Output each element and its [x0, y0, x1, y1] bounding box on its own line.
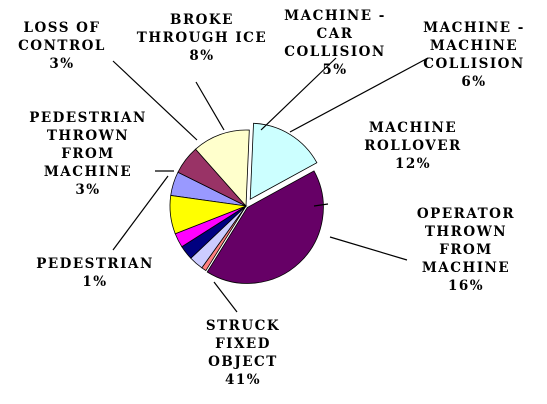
- slice-percent-9: 8%: [189, 48, 214, 64]
- slice-label-3-line-1: THROWN: [425, 224, 507, 240]
- pie-slice-2: [194, 129, 250, 208]
- leader-line-1: [289, 57, 429, 133]
- pie-slice-4: [206, 170, 324, 284]
- leader-line-4: [213, 281, 238, 313]
- leader-line-0: [260, 57, 337, 131]
- leader-line-9: [195, 81, 225, 131]
- slice-percent-4: 41%: [225, 372, 261, 388]
- slice-label-4-line-1: FIXED: [215, 336, 271, 352]
- slice-percent-6: 3%: [75, 182, 100, 198]
- slice-label-4-line-0: STRUCK: [206, 318, 280, 334]
- slice-labels: MACHINE - CAR COLLISION 5% MACHINE - MACHINE C…: [18, 8, 525, 388]
- slice-label-5-line-0: PEDESTRIAN: [36, 256, 154, 272]
- slice-label-6-line-3: MACHINE: [44, 164, 132, 180]
- pie-slice-9: [169, 194, 248, 235]
- slice-label-2-line-0: MACHINE: [369, 120, 457, 136]
- slice-percent-8: 3%: [49, 56, 74, 72]
- pie-slices: [169, 122, 324, 284]
- slice-label-8-line-0: LOSS OF: [24, 20, 101, 36]
- slice-label-9-line-0: BROKE: [170, 12, 234, 28]
- slice-label-6-line-1: THROWN: [47, 128, 129, 144]
- leader-line-5: [112, 175, 169, 251]
- slice-label-1-line-1: MACHINE: [430, 38, 518, 54]
- slice-label-8-line-1: CONTROL: [18, 38, 106, 54]
- leader-line-8: [112, 60, 198, 141]
- slice-percent-3: 16%: [448, 278, 484, 294]
- slice-label-1-line-2: COLLISION: [423, 56, 524, 72]
- slice-percent-1: 6%: [461, 74, 486, 90]
- slice-label-6-line-2: FROM: [61, 146, 115, 162]
- slice-label-0-line-1: CAR: [317, 26, 354, 42]
- slice-label-1-line-0: MACHINE -: [423, 20, 525, 36]
- slice-label-0-line-0: MACHINE -: [284, 8, 386, 24]
- slice-percent-0: 5%: [322, 62, 347, 78]
- slice-label-3-line-0: OPERATOR: [417, 206, 515, 222]
- leader-lines: [112, 57, 429, 313]
- slice-label-3-line-3: MACHINE: [422, 260, 510, 276]
- leader-line-2: [313, 203, 329, 207]
- slice-percent-5: 1%: [82, 274, 107, 290]
- pie-slice-3: [249, 122, 318, 200]
- slice-label-6-line-0: PEDESTRIAN: [29, 110, 147, 126]
- slice-label-3-line-2: FROM: [439, 242, 493, 258]
- leader-line-3: [329, 236, 408, 261]
- slice-percent-2: 12%: [395, 156, 431, 172]
- slice-label-9-line-1: THROUGH ICE: [137, 30, 267, 46]
- slice-label-2-line-1: ROLLOVER: [364, 138, 461, 154]
- slice-label-0-line-2: COLLISION: [284, 44, 385, 60]
- slice-label-4-line-2: OBJECT: [208, 354, 278, 370]
